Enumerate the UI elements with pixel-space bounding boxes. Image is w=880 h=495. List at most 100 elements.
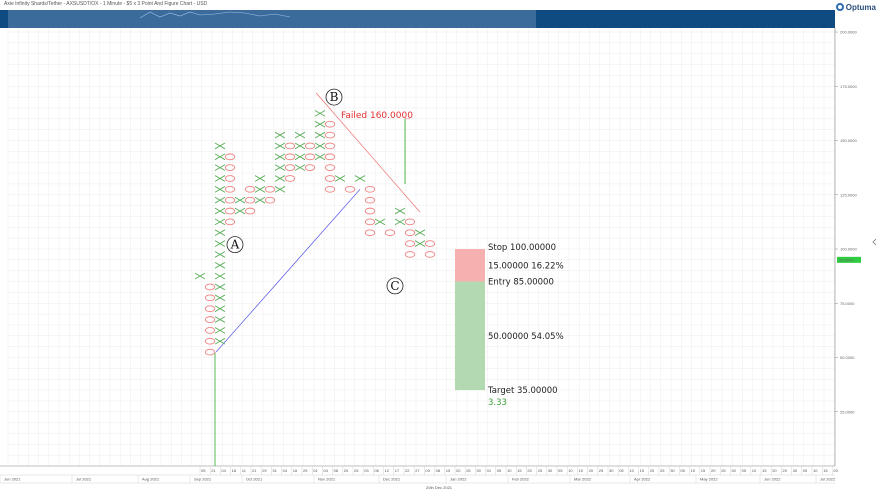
reward-label: 50.00000 54.05% [488,332,564,342]
x-box [254,175,266,182]
pnf-columns [194,110,436,356]
o-box [284,142,296,150]
x-month-label: Feb 2022 [512,477,530,482]
x-month-label: Dec 2021 [383,477,401,482]
o-box [404,218,416,226]
x-box [214,251,226,258]
x-tick-label: 27 [415,468,420,473]
x-tick-label: 30 [609,468,614,473]
stop-label: Stop 100.00000 [488,243,556,253]
x-box [314,131,326,139]
o-box [264,185,276,193]
o-box [324,153,336,161]
pnf-column-o [324,120,336,193]
x-tick-label: 15 [517,468,522,473]
navigator-window[interactable] [8,10,536,28]
x-tick-label: 04 [221,468,226,473]
o-box [364,218,376,226]
x-tick-label: 01 [313,468,318,473]
o-box [324,175,336,182]
o-box [424,251,436,258]
x-box [214,327,226,334]
pnf-column-o [204,283,216,356]
y-tick-label: 125.0000 [840,192,857,197]
x-month-label: Apr 2022 [634,477,651,482]
o-box [224,196,236,204]
pnf-column-o [344,185,356,193]
x-box [334,175,346,182]
x-box [214,186,226,193]
x-box [254,186,266,193]
o-box [284,153,296,161]
o-box [344,185,356,193]
y-tick-label: 75.0000 [840,301,855,306]
x-box [214,142,226,150]
x-tick-label: 10 [691,468,696,473]
x-tick-label: 25 [466,468,471,473]
o-box [364,185,376,193]
x-tick-label: 06 [374,468,379,473]
x-tick-label: 03 [364,468,369,473]
o-box [384,229,396,237]
y-tick-label: 25.0000 [840,409,855,414]
x-box [214,305,226,312]
o-box [284,175,296,182]
x-month-label: Aug 2021 [142,477,160,482]
x-box [314,110,326,117]
x-tick-label: 15 [823,468,828,473]
o-box [324,185,336,193]
x-month-label: Mar 2022 [574,477,592,482]
x-box [214,218,226,226]
x-box [274,186,286,193]
x-month-label: Jul 2022 [820,477,836,482]
target-label: Target 35.00000 [487,386,558,396]
target-reward-box [455,281,485,391]
x-tick-label: 05 [558,468,563,473]
o-box [304,164,316,171]
x-tick-label: 05 [742,468,747,473]
x-box [414,240,426,247]
x-tick-label: 25 [303,468,308,473]
pnf-column-x [254,175,266,204]
x-tick-label: 20 [527,468,532,473]
x-box [214,207,226,215]
x-box [294,153,306,161]
x-tick-label: 25 [354,468,359,473]
x-tick-label: 10 [507,468,512,473]
x-box [314,120,326,128]
x-tick-label: 11 [242,468,247,473]
x-tick-label: 16 [293,468,298,473]
o-box [324,120,336,128]
x-box [194,272,206,280]
x-tick-label: 10 [813,468,818,473]
x-box [214,153,226,161]
o-box [364,196,376,204]
o-box [364,207,376,215]
point-label-b: B [330,90,339,104]
o-box [244,207,256,215]
x-tick-label: 08 [436,468,441,473]
y-tick-label: 100.0000 [840,247,857,252]
pnf-column-x [234,196,246,215]
x-tick-label: 04 [283,468,288,473]
o-box [324,131,336,139]
bearish-resistance-line [315,92,421,213]
pnf-column-x [334,175,346,182]
o-box [304,153,316,161]
pnf-column-x [394,207,406,226]
x-tick-label: 20 [833,468,838,473]
pnf-column-o [404,218,416,258]
x-tick-label: 05 [803,468,808,473]
point-label-circle [226,236,244,254]
x-tick-label: 30 [793,468,798,473]
pnf-column-o [424,240,436,258]
x-tick-label: 31 [272,468,277,473]
x-tick-label: 25 [721,468,726,473]
x-month-label: May 2022 [700,477,718,482]
x-box [314,153,326,161]
x-box [214,337,226,345]
o-box [324,164,336,171]
x-tick-label: 15 [701,468,706,473]
pnf-column-o [384,229,396,237]
x-tick-label: 21 [252,468,257,473]
